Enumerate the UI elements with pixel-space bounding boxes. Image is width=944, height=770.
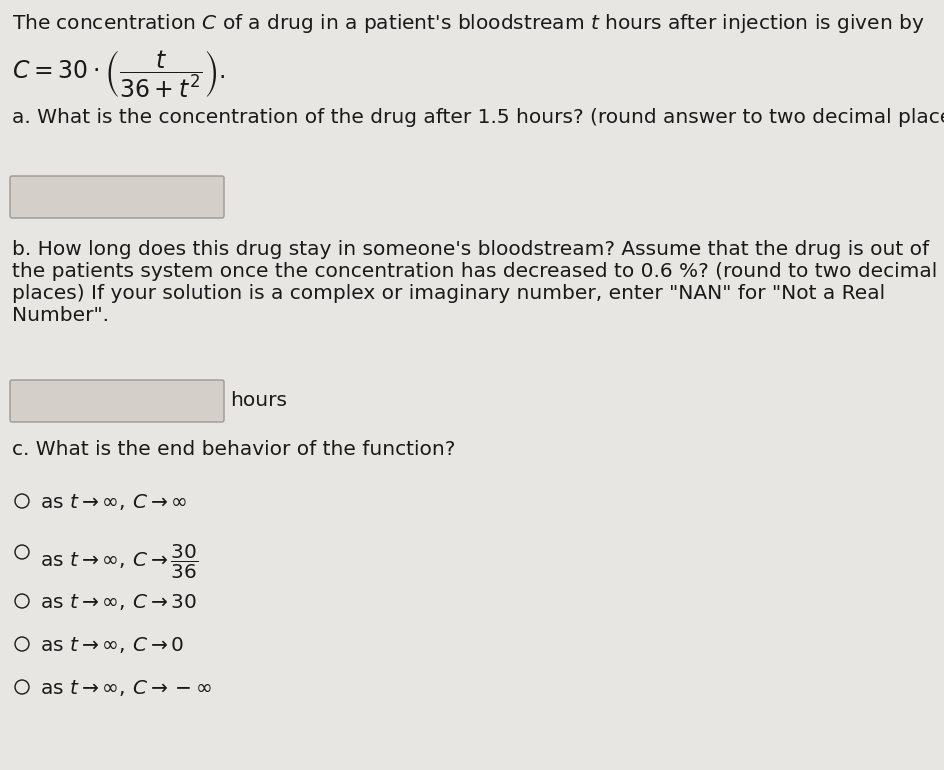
Text: $C = 30 \cdot \left( \dfrac{t}{36 + t^2} \right).$: $C = 30 \cdot \left( \dfrac{t}{36 + t^2}… — [12, 48, 226, 100]
Text: b. How long does this drug stay in someone's bloodstream? Assume that the drug i: b. How long does this drug stay in someo… — [12, 240, 928, 259]
Text: Number".: Number". — [12, 306, 109, 325]
Text: hours: hours — [229, 391, 287, 410]
Text: places) If your solution is a complex or imaginary number, enter "NAN" for "Not : places) If your solution is a complex or… — [12, 284, 885, 303]
Text: as $t \to \infty,\, C \to 0$: as $t \to \infty,\, C \to 0$ — [40, 635, 184, 655]
Text: c. What is the end behavior of the function?: c. What is the end behavior of the funct… — [12, 440, 455, 459]
FancyBboxPatch shape — [10, 176, 224, 218]
Text: as $t \to \infty,\, C \to -\infty$: as $t \to \infty,\, C \to -\infty$ — [40, 678, 212, 698]
Text: as $t \to \infty,\, C \to \infty$: as $t \to \infty,\, C \to \infty$ — [40, 492, 187, 512]
Text: as $t \to \infty,\, C \to 30$: as $t \to \infty,\, C \to 30$ — [40, 592, 197, 612]
Text: as $t \to \infty,\, C \to \dfrac{30}{36}$: as $t \to \infty,\, C \to \dfrac{30}{36}… — [40, 543, 198, 581]
Text: the patients system once the concentration has decreased to 0.6 %? (round to two: the patients system once the concentrati… — [12, 262, 936, 281]
Text: a. What is the concentration of the drug after 1.5 hours? (round answer to two d: a. What is the concentration of the drug… — [12, 108, 944, 127]
FancyBboxPatch shape — [10, 380, 224, 422]
Text: The concentration $C$ of a drug in a patient's bloodstream $t$ hours after injec: The concentration $C$ of a drug in a pat… — [12, 12, 923, 35]
